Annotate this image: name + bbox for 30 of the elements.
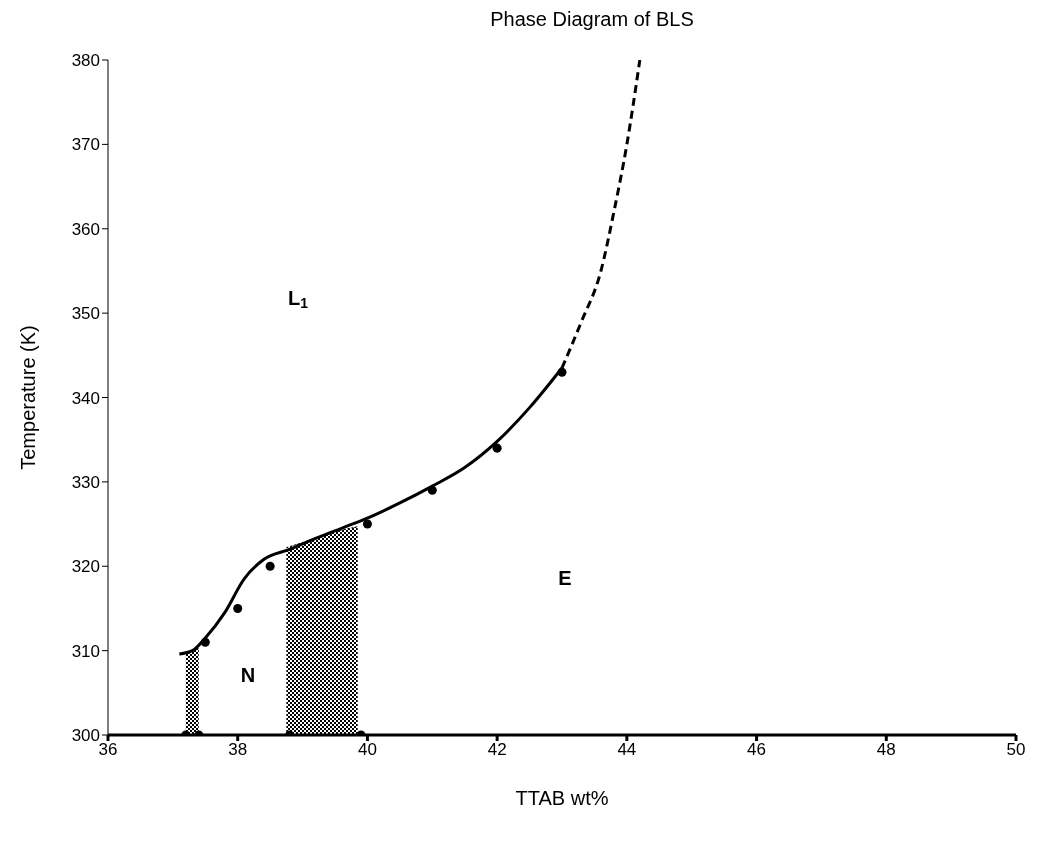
- y-tick-label: 360: [71, 219, 100, 239]
- x-axis-title: TTAB wt%: [515, 787, 609, 809]
- x-tick-label: 44: [617, 740, 637, 760]
- x-tick-label: 50: [1006, 740, 1026, 760]
- y-tick-label: 320: [71, 557, 100, 577]
- x-tick-label: 38: [228, 740, 248, 760]
- x-tick-label: 48: [876, 740, 896, 760]
- point: [557, 367, 567, 377]
- x-tick-label: 46: [747, 740, 767, 760]
- y-tick-label: 380: [71, 51, 100, 71]
- annotation: E: [558, 567, 572, 590]
- x-tick-label: 42: [487, 740, 507, 760]
- point: [233, 603, 243, 613]
- chart-title: Phase Diagram of BLS: [489, 8, 695, 32]
- y-tick-label: 300: [71, 726, 100, 746]
- y-tick-label: 370: [71, 135, 100, 155]
- y-tick-label: 340: [71, 388, 100, 408]
- point: [200, 637, 210, 647]
- x-tick-label: 36: [98, 740, 118, 760]
- x-tick-label: 40: [357, 740, 377, 760]
- y-tick-label: 310: [71, 641, 100, 661]
- annotation: L$_{1}$: [287, 287, 309, 311]
- point: [427, 485, 437, 495]
- annotation: N: [240, 664, 256, 687]
- y-tick-label: 330: [71, 472, 100, 492]
- y-axis-title: Temperature (K): [17, 325, 40, 470]
- point: [492, 443, 502, 453]
- point: [362, 519, 372, 529]
- y-tick-label: 350: [71, 304, 100, 324]
- point: [265, 561, 275, 571]
